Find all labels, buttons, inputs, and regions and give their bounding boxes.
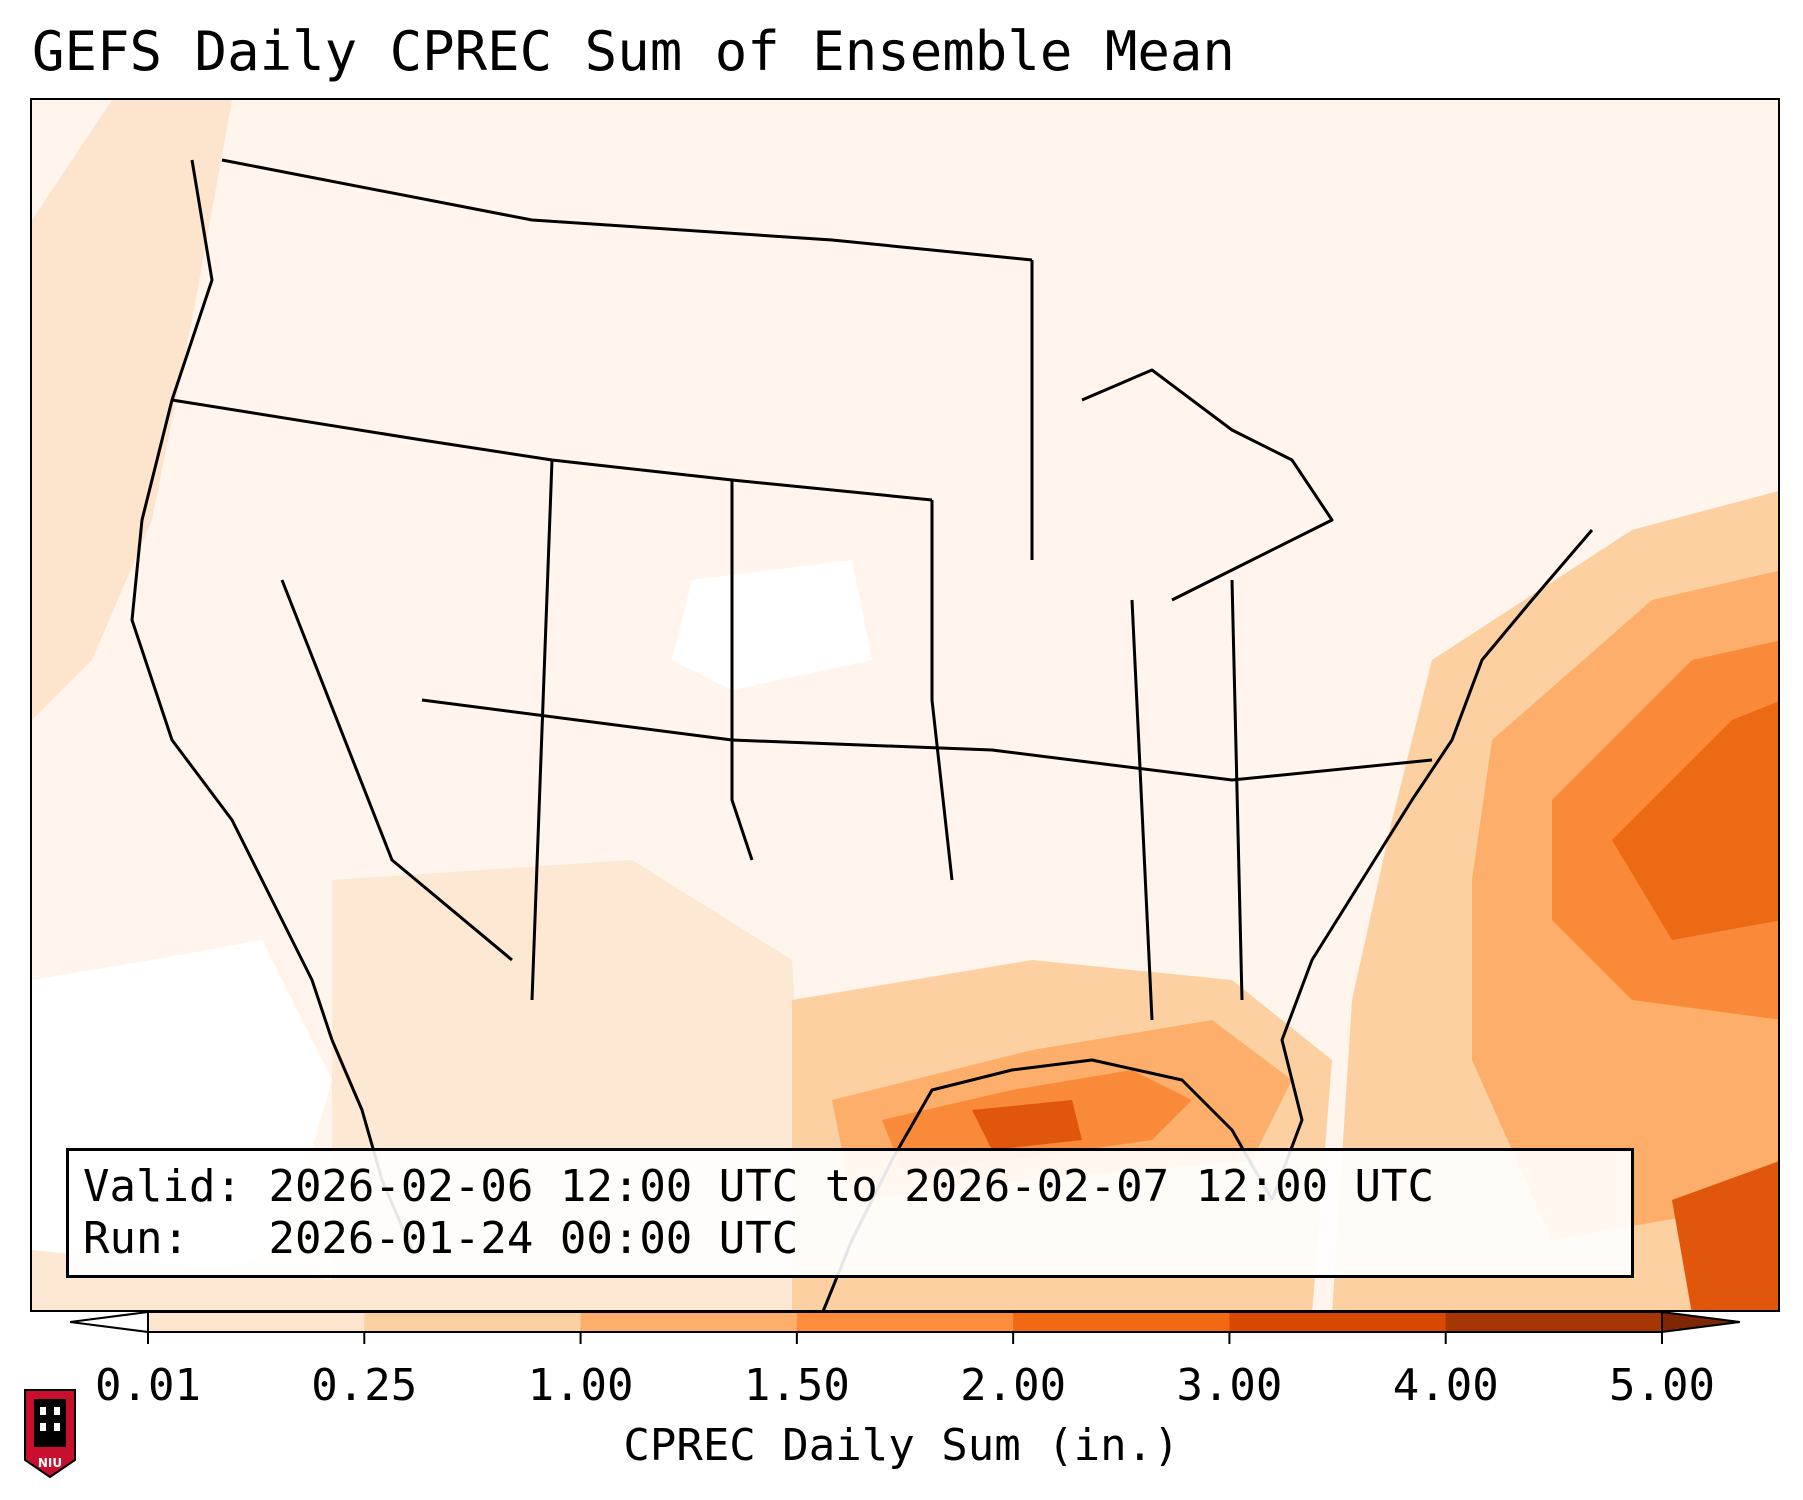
map-title: GEFS Daily CPREC Sum of Ensemble Mean [32, 20, 1235, 83]
state-line-1 [171, 398, 553, 462]
niu-logo-tower [34, 1399, 66, 1447]
state-line-7 [280, 579, 513, 962]
atlantic-max [1612, 701, 1778, 940]
colorbar-min-arrow [70, 1310, 149, 1334]
colorbar-segment [580, 1312, 798, 1332]
lower-light-edge [32, 1250, 738, 1310]
colorbar-tick-label: 2.00 [960, 1360, 1067, 1411]
gulf-max [972, 1100, 1082, 1150]
precipitation-map[interactable] [30, 98, 1780, 1312]
colorbar-tick-label: 1.00 [527, 1360, 634, 1411]
colorbar [70, 1310, 1740, 1344]
colorbar-segment [796, 1312, 1014, 1332]
great-lakes [1081, 368, 1334, 602]
run-label: Run: [83, 1213, 189, 1264]
colorbar-tick-label: 5.00 [1609, 1360, 1715, 1411]
canada-border [221, 158, 1033, 262]
colorbar-tick-label: 3.00 [1176, 1360, 1283, 1411]
precip-shading [32, 100, 1778, 1310]
map-canvas [32, 100, 1778, 1310]
colorbar-label: CPREC Daily Sum (in.) [623, 1420, 1180, 1471]
boundaries [130, 158, 1594, 1310]
run-row: Run: 2026-01-24 00:00 UTC [83, 1213, 1617, 1265]
colorbar-segment [1229, 1312, 1447, 1332]
east-coastline [1270, 529, 1594, 1201]
valid-value: 2026-02-06 12:00 UTC to 2026-02-07 12:00… [268, 1161, 1435, 1212]
colorbar-tick-label: 0.01 [95, 1360, 201, 1411]
colorbar-max-arrow [1661, 1310, 1740, 1334]
colorbar-tick-label: 4.00 [1392, 1360, 1499, 1411]
colorbar-segments [147, 1311, 1663, 1333]
colorbar-tick-label: 1.50 [743, 1360, 850, 1411]
colorbar-ticks [147, 1332, 1663, 1344]
valid-row: Valid: 2026-02-06 12:00 UTC to 2026-02-0… [83, 1161, 1617, 1213]
state-line-4 [730, 480, 754, 861]
colorbar-segment [364, 1312, 582, 1332]
svg-text:NIU: NIU [38, 1456, 62, 1470]
colorbar-segment [1013, 1312, 1230, 1332]
info-box: Valid: 2026-02-06 12:00 UTC to 2026-02-0… [66, 1148, 1634, 1278]
run-value: 2026-01-24 00:00 UTC [268, 1213, 799, 1264]
colorbar-segment [148, 1312, 365, 1332]
pacific-light-band [32, 100, 232, 720]
state-line-5 [421, 698, 1433, 782]
state-line-10 [1230, 579, 1244, 1001]
state-line-9 [1130, 599, 1154, 1021]
west-coastline [130, 159, 334, 1041]
state-line-6 [530, 459, 554, 1001]
colorbar-segment [1445, 1312, 1663, 1332]
niu-logo: NIU [24, 1389, 76, 1479]
valid-label: Valid: [83, 1161, 242, 1212]
colorbar-tick-label: 0.25 [311, 1360, 418, 1411]
plains-white-patch [672, 560, 872, 690]
caribbean-core [1672, 1161, 1778, 1310]
state-line-3 [930, 500, 954, 881]
